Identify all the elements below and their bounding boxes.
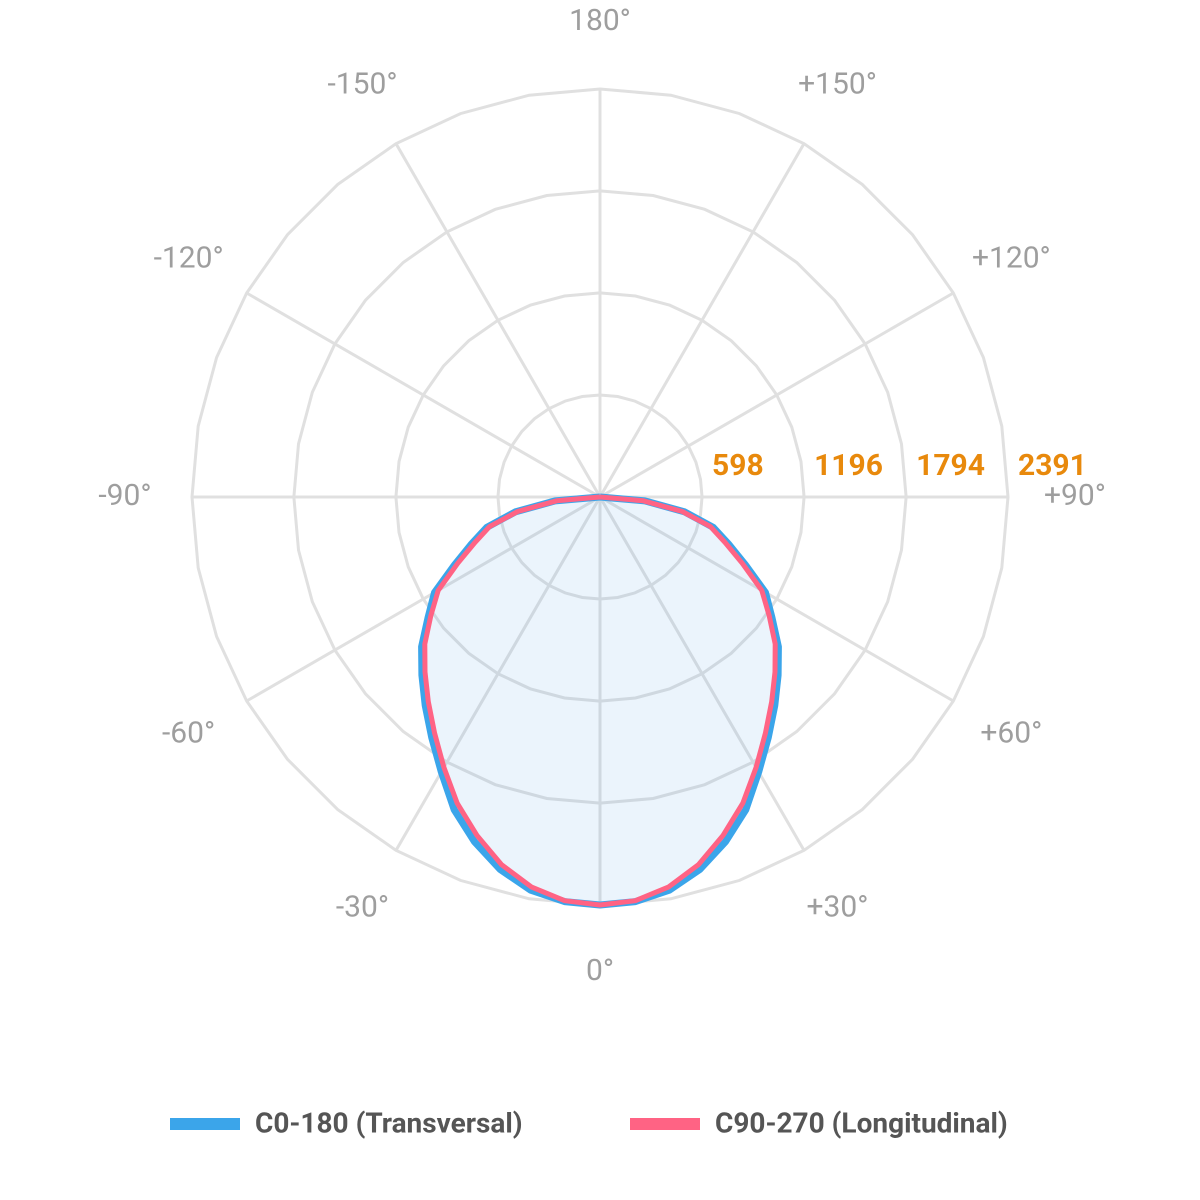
series-area bbox=[421, 497, 779, 905]
legend-label: C90-270 (Longitudinal) bbox=[715, 1106, 1008, 1139]
angle-tick-label: 0° bbox=[586, 953, 614, 988]
grid-spoke bbox=[598, 496, 806, 852]
angle-tick-label: +30° bbox=[807, 889, 869, 924]
grid-spoke bbox=[245, 291, 601, 499]
plot-area bbox=[418, 493, 782, 909]
angle-tick-label: +90° bbox=[1044, 478, 1106, 513]
angle-tick-label: -90° bbox=[98, 478, 151, 513]
angle-tick-label: -150° bbox=[327, 67, 397, 102]
series-line bbox=[422, 494, 778, 908]
legend-label: C0-180 (Transversal) bbox=[255, 1106, 523, 1139]
angle-tick-label: +120° bbox=[972, 240, 1051, 275]
labels: 180° +150° +120° +90° +60° +30° 0° -30° -60° -90°… bbox=[98, 3, 1106, 988]
radial-tick-label: 1794 bbox=[916, 448, 985, 483]
radial-tick-label: 1196 bbox=[814, 448, 883, 483]
grid-spoke bbox=[245, 495, 601, 703]
legend: C0-180 (Transversal) C90-270 (Longitudina… bbox=[170, 1106, 1008, 1139]
angle-tick-label: 180° bbox=[569, 3, 631, 38]
grid bbox=[190, 87, 1010, 907]
grid-spoke bbox=[394, 496, 602, 852]
radial-tick-label: 2391 bbox=[1018, 448, 1087, 483]
angle-tick-label: -30° bbox=[336, 889, 389, 924]
angle-tick-label: +60° bbox=[980, 715, 1042, 750]
radial-tick-label: 598 bbox=[712, 448, 764, 483]
grid-spoke bbox=[599, 495, 955, 703]
legend-swatch bbox=[170, 1118, 240, 1130]
legend-swatch bbox=[630, 1118, 700, 1130]
grid-spoke bbox=[394, 142, 602, 498]
angle-tick-label: -60° bbox=[162, 715, 215, 750]
grid-spoke bbox=[598, 142, 806, 498]
grid-spoke bbox=[599, 291, 955, 499]
angle-tick-label: +150° bbox=[798, 67, 877, 102]
angle-tick-label: -120° bbox=[154, 240, 224, 275]
